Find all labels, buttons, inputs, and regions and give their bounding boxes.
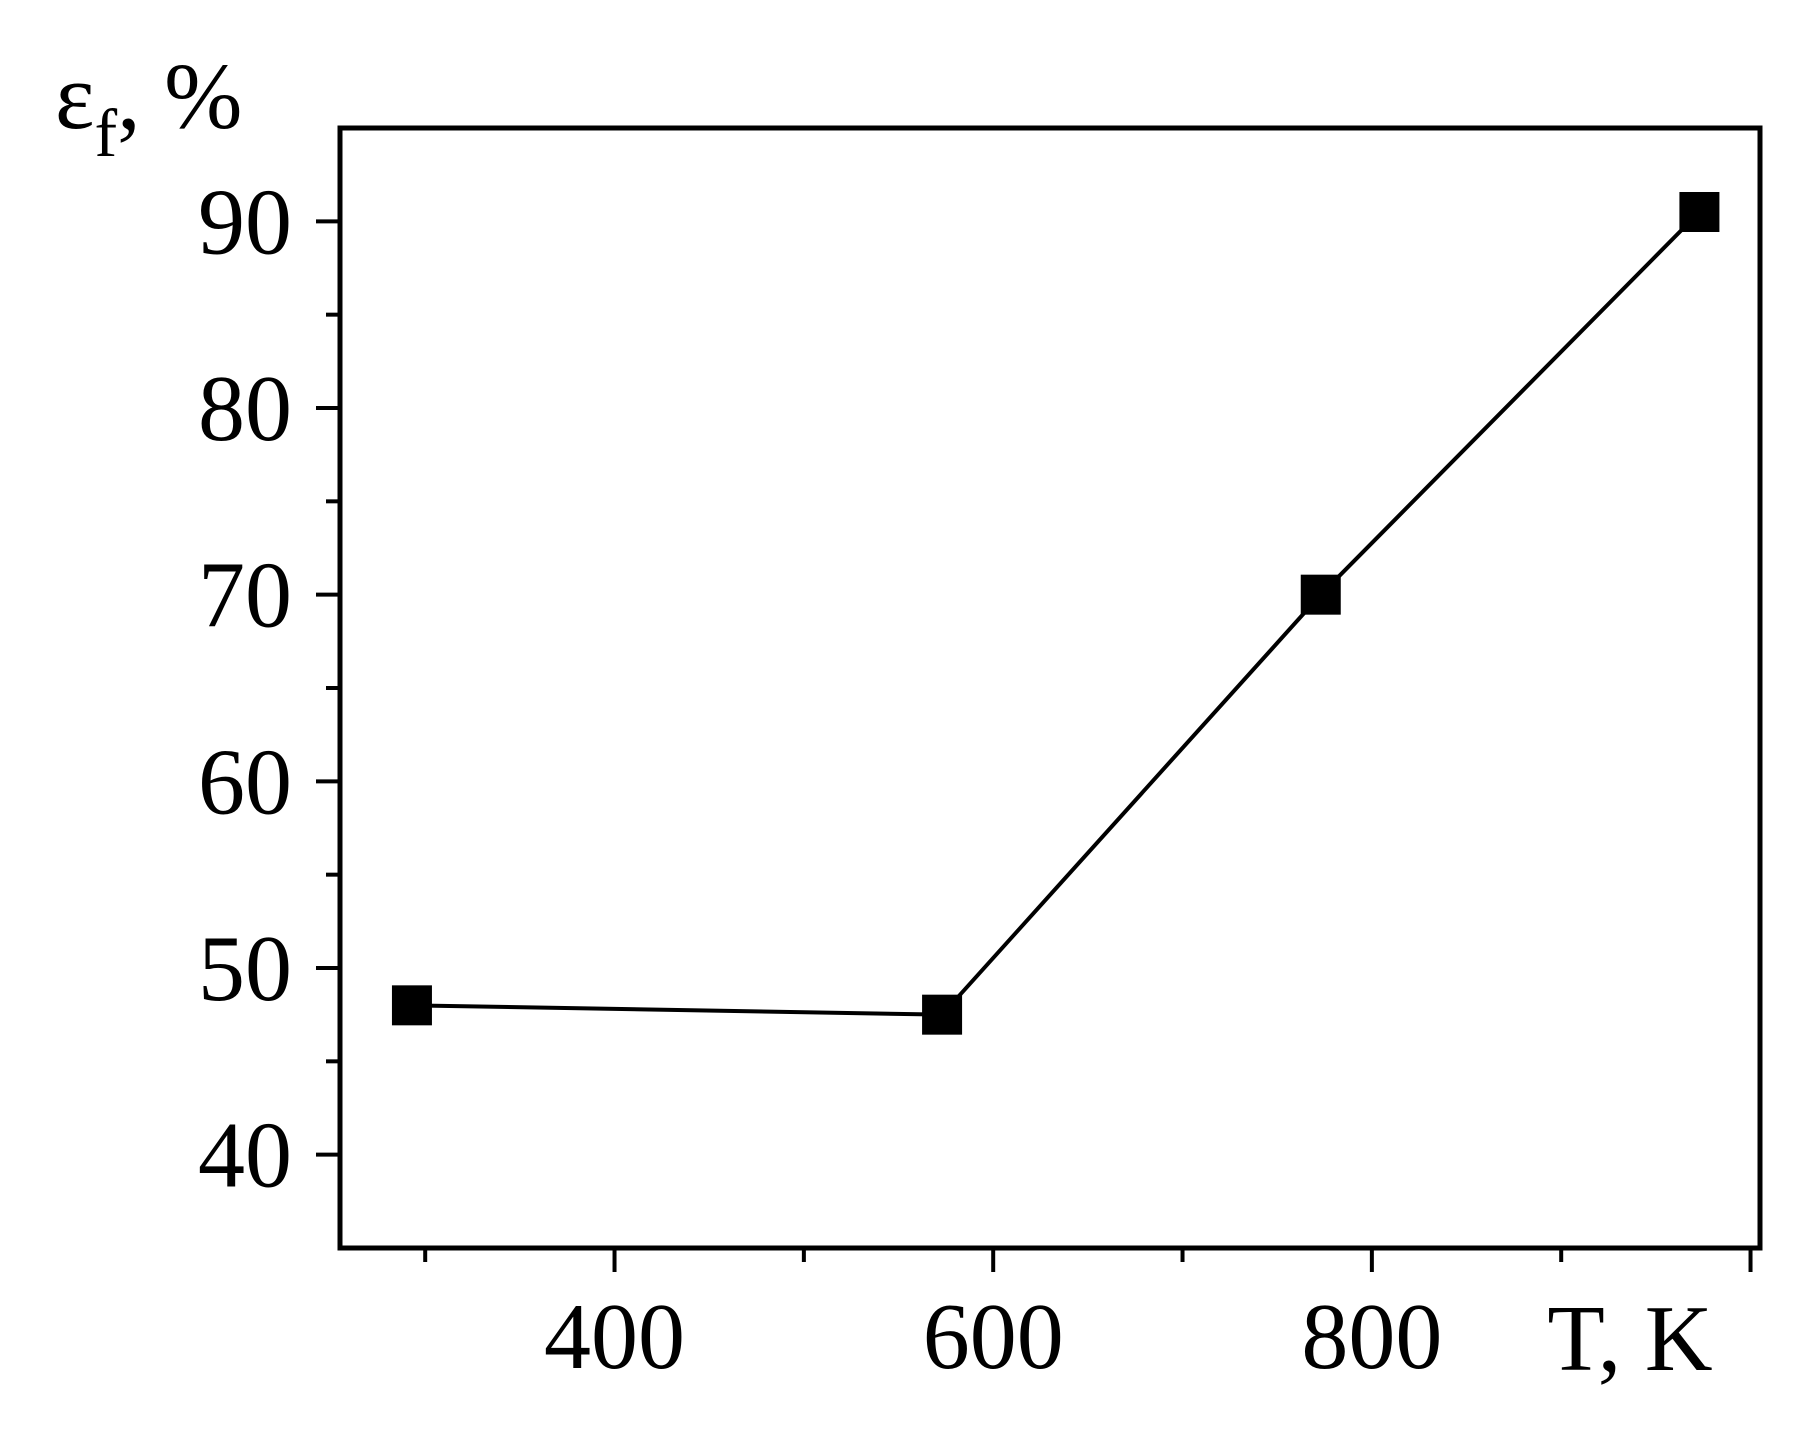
y-tick-label-40: 40 — [198, 1104, 292, 1208]
y-tick-label-80: 80 — [198, 357, 292, 461]
y-axis-title-subscript: f — [94, 95, 117, 171]
x-tick-label-400: 400 — [544, 1285, 685, 1389]
labels: εf, % T, K — [55, 45, 1713, 1391]
data-point-773 — [1300, 574, 1341, 615]
y-tick-label-50: 50 — [198, 917, 292, 1021]
plot-frame — [337, 125, 1763, 1251]
axes: 400 600 800 40 50 60 70 80 90 — [198, 125, 1763, 1389]
y-axis-title: εf, % — [55, 45, 242, 171]
x-axis-title: T, K — [1547, 1287, 1712, 1391]
y-tick-label-70: 70 — [198, 544, 292, 648]
y-axis-title-unit: , % — [117, 45, 242, 149]
x-tick-label-600: 600 — [923, 1285, 1064, 1389]
data-point-293 — [391, 985, 432, 1026]
data-point-973 — [1679, 192, 1720, 232]
series — [391, 192, 1720, 1035]
y-tick-label-60: 60 — [198, 730, 292, 834]
x-tick-label-800: 800 — [1301, 1285, 1442, 1389]
series-line-0 — [411, 210, 1701, 1017]
data-point-573 — [922, 994, 963, 1035]
y-axis-title-symbol: ε — [55, 45, 94, 149]
y-tick-label-90: 90 — [198, 170, 292, 274]
